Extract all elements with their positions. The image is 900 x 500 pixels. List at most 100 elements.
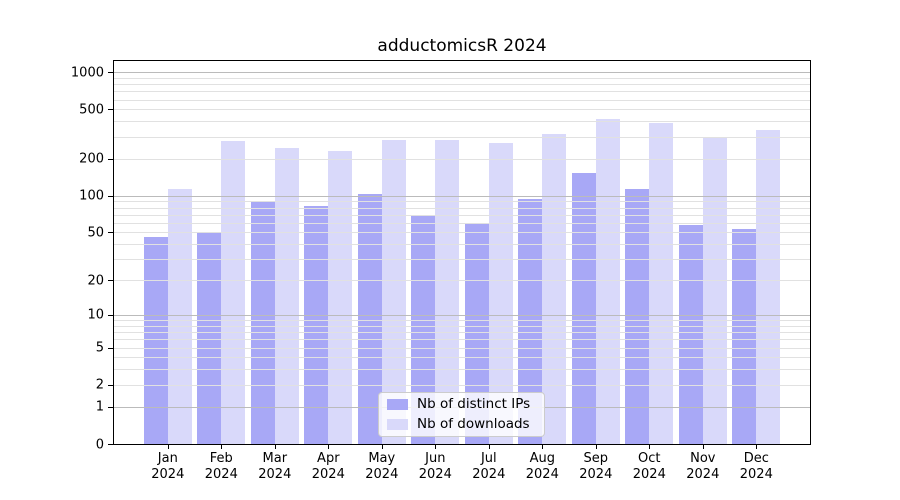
bar-downloads-apr <box>328 150 353 444</box>
gridline-minor <box>114 259 810 261</box>
x-tick <box>274 444 276 449</box>
bar-downloads-sep <box>595 118 620 444</box>
legend-item-distinct-ips: Nb of distinct IPs <box>387 395 536 415</box>
x-tick-label: Jan 2024 <box>151 451 185 482</box>
y-tick-label: 200 <box>79 151 104 167</box>
legend-label-distinct-ips: Nb of distinct IPs <box>417 396 531 413</box>
bar-distinct-ips-jan <box>143 236 168 444</box>
x-tick-label: May 2024 <box>365 451 399 482</box>
y-tick <box>108 158 113 160</box>
y-tick <box>108 72 113 74</box>
gridline-minor <box>114 320 810 322</box>
gridline-minor <box>114 121 810 123</box>
legend-label-downloads: Nb of downloads <box>417 415 530 432</box>
gridline-minor <box>114 369 810 371</box>
y-tick-label: 50 <box>87 225 104 241</box>
y-tick-label: 5 <box>95 340 104 356</box>
gridline-minor <box>114 244 810 246</box>
gridline-major <box>114 195 810 197</box>
bar-distinct-ips-sep <box>571 173 596 444</box>
gridline-minor <box>114 214 810 216</box>
x-tick-label: Apr 2024 <box>311 451 345 482</box>
x-tick-label: Jun 2024 <box>418 451 452 482</box>
gridline-major <box>114 314 810 316</box>
gridline-minor <box>114 384 810 386</box>
gridline-minor <box>114 109 810 111</box>
x-tick-label: Aug 2024 <box>525 451 559 482</box>
legend: Nb of distinct IPs Nb of downloads <box>378 392 545 437</box>
y-tick-label: 10 <box>87 307 104 323</box>
gridline-minor <box>114 332 810 334</box>
legend-swatch-distinct-ips <box>387 399 408 411</box>
y-tick-label: 0 <box>95 437 104 452</box>
y-tick-label: 500 <box>79 102 104 118</box>
gridline-minor <box>114 99 810 101</box>
x-tick <box>649 444 651 449</box>
y-tick <box>108 232 113 234</box>
gridline-minor <box>114 207 810 209</box>
gridline-minor <box>114 339 810 341</box>
bar-downloads-jan <box>167 189 192 444</box>
y-tick-label: 20 <box>87 273 104 289</box>
x-tick <box>435 444 437 449</box>
gridline-minor <box>114 201 810 203</box>
y-tick <box>108 406 113 408</box>
bar-downloads-oct <box>649 123 674 444</box>
x-tick <box>542 444 544 449</box>
bar-distinct-ips-may <box>357 193 382 444</box>
gridline-minor <box>114 77 810 79</box>
x-tick <box>756 444 758 449</box>
bar-downloads-dec <box>756 129 781 444</box>
gridline-minor <box>114 91 810 93</box>
gridline-minor <box>114 232 810 234</box>
bar-distinct-ips-oct <box>625 188 650 444</box>
y-tick <box>108 109 113 111</box>
bar-downloads-nov <box>702 137 727 444</box>
x-tick-label: Sep 2024 <box>579 451 613 482</box>
bar-downloads-mar <box>274 148 299 444</box>
x-tick-label: Dec 2024 <box>739 451 773 482</box>
plot-area <box>113 60 811 445</box>
y-tick <box>108 280 113 282</box>
x-tick <box>702 444 704 449</box>
x-tick-label: Nov 2024 <box>686 451 720 482</box>
y-tick-label: 100 <box>79 188 104 204</box>
y-tick-label: 1000 <box>70 65 104 81</box>
y-tick-label: 2 <box>95 377 104 393</box>
gridline-minor <box>114 84 810 86</box>
gridline-minor <box>114 136 810 138</box>
bar-downloads-feb <box>221 140 246 444</box>
bar-distinct-ips-apr <box>304 205 329 444</box>
y-tick <box>108 314 113 316</box>
gridline-major <box>114 72 810 74</box>
gridline-minor <box>114 357 810 359</box>
x-tick <box>595 444 597 449</box>
x-tick-label: Oct 2024 <box>632 451 666 482</box>
gridline-minor <box>114 222 810 224</box>
y-tick <box>108 384 113 386</box>
x-tick <box>167 444 169 449</box>
bar-distinct-ips-mar <box>250 201 275 444</box>
y-tick-label: 1 <box>95 399 104 415</box>
legend-item-downloads: Nb of downloads <box>387 415 536 435</box>
y-tick <box>108 347 113 349</box>
bar-downloads-aug <box>542 134 567 444</box>
x-tick <box>488 444 490 449</box>
x-tick-label: Mar 2024 <box>258 451 292 482</box>
bar-distinct-ips-feb <box>197 232 222 444</box>
gridline-minor <box>114 158 810 160</box>
grid-layer <box>114 61 810 444</box>
x-tick <box>381 444 383 449</box>
x-tick-label: Jul 2024 <box>472 451 506 482</box>
y-tick <box>108 444 113 445</box>
bar-distinct-ips-dec <box>732 229 757 444</box>
x-tick <box>328 444 330 449</box>
y-tick <box>108 195 113 197</box>
x-tick <box>221 444 223 449</box>
x-tick-label: Feb 2024 <box>204 451 238 482</box>
gridline-minor <box>114 325 810 327</box>
legend-swatch-downloads <box>387 418 408 430</box>
gridline-minor <box>114 347 810 349</box>
chart-title: adductomicsR 2024 <box>377 36 547 56</box>
